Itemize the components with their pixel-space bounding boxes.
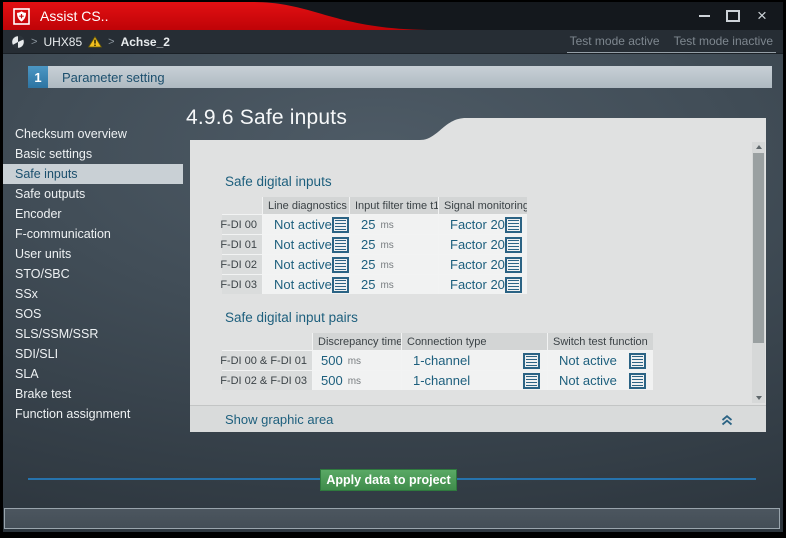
fdi03-signal-monitoring-select[interactable]: Factor 20 [439,275,527,294]
fdi01-signal-monitoring-select[interactable]: Factor 20 [439,235,527,254]
sidebar-item-f-communication[interactable]: F-communication [15,227,111,241]
warning-icon [88,35,103,47]
sidebar-item-ssx[interactable]: SSx [15,287,38,301]
test-mode-active-button[interactable]: Test mode active [569,34,660,48]
sidebar-item-safe-inputs[interactable]: Safe inputs [3,164,183,184]
fdi03-filter-time-field[interactable]: 25 ms [350,275,438,294]
app-shield-icon [13,8,30,25]
column-header-discrepancy-time: Discrepancy time t2 [313,333,401,350]
close-icon[interactable]: × [757,6,767,25]
section-title-safe-digital-inputs: Safe digital inputs [225,174,332,189]
breadcrumb: > UHX85 > Achse_2 [11,30,170,53]
chevron-right-icon: > [108,36,115,48]
column-header-input-filter-time: Input filter time t1 [350,197,438,214]
pair1-switch-test-select[interactable]: Not active [548,351,653,370]
step-parameter-setting[interactable]: Parameter setting [48,66,772,88]
safe-digital-inputs-table: Line diagnostics Input filter time t1 Si… [220,197,527,294]
sidebar-item-checksum-overview[interactable]: Checksum overview [15,127,127,141]
dropdown-list-icon[interactable] [504,276,522,293]
chevron-right-icon: > [31,36,38,48]
dropdown-list-icon[interactable] [523,372,540,389]
sidebar-item-encoder[interactable]: Encoder [15,207,62,221]
test-mode-inactive-button[interactable]: Test mode inactive [673,34,773,48]
row-label-fdi01: F-DI 01 [220,235,262,254]
sidebar-item-user-units[interactable]: User units [15,247,72,261]
row-label-pair1: F-DI 00 & F-DI 01 [220,351,312,370]
column-header-switch-test-function: Switch test function [548,333,653,350]
pair1-discrepancy-time-field[interactable]: 500 ms [313,351,401,370]
pair1-connection-type-select[interactable]: 1-channel [402,351,547,370]
sidebar-item-sdi-sli[interactable]: SDI/SLI [15,347,59,361]
fdi01-line-diagnostics-select[interactable]: Not active [263,235,349,254]
scrollbar-thumb[interactable] [753,153,764,343]
column-header-line-diagnostics: Line diagnostics [263,197,349,214]
dropdown-list-icon[interactable] [504,236,522,253]
breadcrumb-device[interactable]: UHX85 [43,34,83,49]
dropdown-list-icon[interactable] [331,236,349,253]
fdi00-line-diagnostics-select[interactable]: Not active [263,215,349,234]
minimize-icon[interactable] [697,9,711,23]
column-header-signal-monitoring: Signal monitoring [439,197,527,214]
scroll-down-icon[interactable] [752,393,765,403]
row-label-pair2: F-DI 02 & F-DI 03 [220,371,312,390]
dropdown-list-icon[interactable] [331,256,349,273]
fdi02-signal-monitoring-select[interactable]: Factor 20 [439,255,527,274]
panel-swoosh [420,118,766,140]
sidebar-item-function-assignment[interactable]: Function assignment [15,407,131,421]
status-bar [4,508,780,529]
red-banner-swoosh [3,2,435,30]
fdi01-filter-time-field[interactable]: 25 ms [350,235,438,254]
pair2-connection-type-select[interactable]: 1-channel [402,371,547,390]
maximize-icon[interactable] [726,9,740,23]
sidebar-item-sos[interactable]: SOS [15,307,42,321]
header-spacer [222,333,312,350]
scroll-up-icon[interactable] [752,142,765,152]
sidebar-item-sla[interactable]: SLA [15,367,39,381]
dropdown-list-icon[interactable] [504,216,522,233]
vertical-scrollbar[interactable] [752,142,765,403]
fdi00-filter-time-field[interactable]: 25 ms [350,215,438,234]
header-spacer [222,197,262,214]
apply-data-button[interactable]: Apply data to project [320,469,457,491]
dropdown-list-icon[interactable] [331,216,349,233]
dropdown-list-icon[interactable] [331,276,349,293]
sidebar-item-sls-ssm-ssr[interactable]: SLS/SSM/SSR [15,327,99,341]
dropdown-list-icon[interactable] [523,352,540,369]
fdi02-filter-time-field[interactable]: 25 ms [350,255,438,274]
fdi00-signal-monitoring-select[interactable]: Factor 20 [439,215,527,234]
section-title-safe-digital-input-pairs: Safe digital input pairs [225,310,358,325]
app-title: Assist CS.. [40,8,109,24]
test-mode-group: Test mode active Test mode inactive [566,30,776,53]
dropdown-list-icon[interactable] [629,352,646,369]
dropdown-list-icon[interactable] [629,372,646,389]
column-header-connection-type: Connection type [402,333,547,350]
sidebar-item-sto-sbc[interactable]: STO/SBC [15,267,70,281]
show-graphic-area-expander[interactable]: Show graphic area [190,405,766,432]
pair2-discrepancy-time-field[interactable]: 500 ms [313,371,401,390]
fdi02-line-diagnostics-select[interactable]: Not active [263,255,349,274]
row-label-fdi02: F-DI 02 [220,255,262,274]
step-number: 1 [28,66,48,88]
double-chevron-up-icon[interactable] [720,413,734,427]
sidebar-item-safe-outputs[interactable]: Safe outputs [15,187,86,201]
sidebar: Checksum overview Basic settings Safe in… [3,124,183,424]
device-icon [11,34,25,49]
page-title: 4.9.6 Safe inputs [186,106,348,129]
step-label: Parameter setting [62,69,165,85]
sidebar-item-brake-test[interactable]: Brake test [15,387,72,401]
title-bar: Assist CS.. × [3,2,783,30]
dropdown-list-icon[interactable] [504,256,522,273]
sidebar-item-basic-settings[interactable]: Basic settings [15,147,93,161]
fdi03-line-diagnostics-select[interactable]: Not active [263,275,349,294]
row-label-fdi00: F-DI 00 [220,215,262,234]
breadcrumb-bar: > UHX85 > Achse_2 Test mode active Test … [3,30,783,54]
row-label-fdi03: F-DI 03 [220,275,262,294]
breadcrumb-axis[interactable]: Achse_2 [120,34,170,49]
safe-digital-input-pairs-table: Discrepancy time t2 Connection type Swit… [220,333,653,390]
show-graphic-area-label: Show graphic area [225,411,334,427]
pair2-switch-test-select[interactable]: Not active [548,371,653,390]
